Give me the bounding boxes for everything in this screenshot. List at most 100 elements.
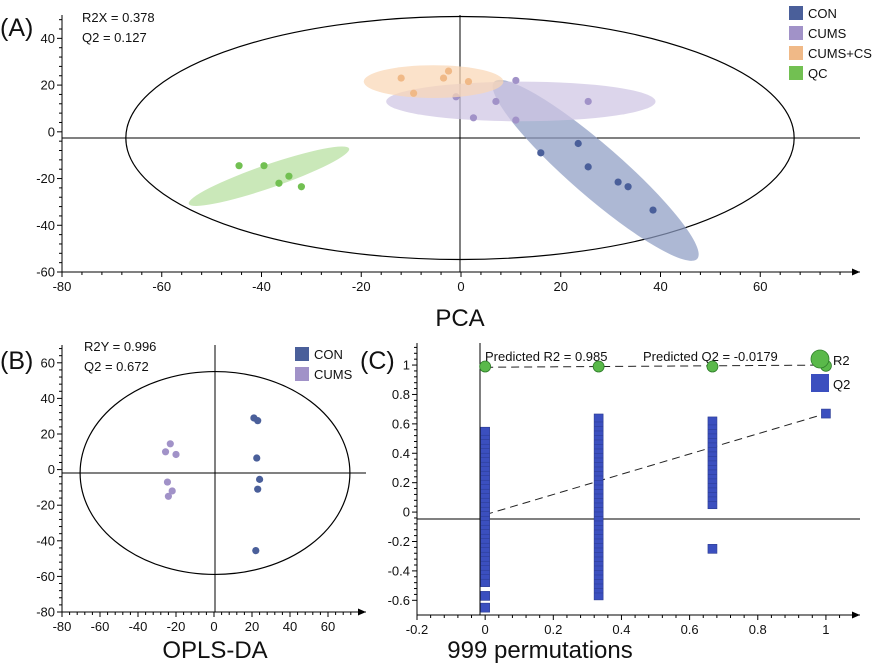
- panel-b-x-axis-arrow: [358, 608, 366, 616]
- panel-c-series-q2-point: [821, 408, 831, 419]
- panel-a-series-cums-cs-point: [444, 67, 453, 75]
- panel-c-series-q2-permutation-stack: [593, 413, 604, 601]
- panel-b-y-tick-label: -60: [36, 569, 55, 584]
- panel-b-series-con-point: [252, 546, 260, 555]
- panel-b-series-con-legend-label: CON: [314, 347, 343, 362]
- panel-b-x-tick-label: -20: [167, 619, 186, 634]
- panel-b-series-cums-point: [168, 487, 176, 495]
- panel-b-series-cums-point: [166, 440, 174, 448]
- panel-c-series-q2-regression-line: [485, 413, 827, 516]
- panel-a-y-tick-label: 40: [41, 31, 55, 46]
- panel-b-series-con-legend-swatch: [295, 347, 309, 361]
- panel-a-series-con-point: [624, 183, 632, 191]
- panel-a-x-tick-label: -60: [152, 279, 171, 294]
- panel-a-hotelling-ellipse: [125, 15, 795, 261]
- panel-b-hotelling-ellipse: [79, 370, 351, 576]
- panel-c-series-q2-point: [480, 591, 490, 601]
- panel-a-series-con-point: [649, 206, 657, 214]
- panel-c-y-tick-label: -0.6: [388, 593, 410, 608]
- panel-c-x-axis-arrow: [852, 611, 860, 619]
- panel-a-series-cums-point: [469, 114, 478, 122]
- panel-b-oplsda: -80 -60 -40 -20 0 20 40 60 -80 -60 -40 -20 0 20 40 60 (B…: [0, 339, 366, 664]
- panel-a-series-con-legend-swatch: [789, 6, 803, 20]
- panel-b-x-tick-label: -80: [53, 619, 72, 634]
- panel-c-stat: Predicted Q2 = -0.0179: [643, 349, 778, 364]
- panel-a-series-cums-cs-legend-label: CUMS+CS: [808, 46, 872, 61]
- panel-c-y-tick-label: 0: [403, 505, 410, 520]
- panel-a-x-tick-label: 40: [653, 279, 667, 294]
- panel-a-series-cums-cs-point: [439, 74, 448, 82]
- panel-b-x-axis-title: OPLS-DA: [162, 637, 267, 664]
- panel-b-stat: R2Y = 0.996: [84, 339, 156, 354]
- panel-a-x-tick-label: -40: [252, 279, 271, 294]
- panel-b-x-tick-label: 40: [283, 619, 297, 634]
- panel-c-series-q2-permutation-stack: [707, 416, 718, 510]
- panel-c-y-tick-label: 0.2: [392, 475, 410, 490]
- panel-b-label: (B): [0, 347, 33, 375]
- panel-c-series-q2-permutation-stack: [480, 426, 490, 587]
- panel-a-series-cums-cs-point: [397, 74, 405, 82]
- panel-a-label: (A): [0, 14, 33, 42]
- panel-b-y-tick-label: 60: [41, 355, 55, 370]
- panel-a-series-con-group-ellipse: [492, 79, 699, 261]
- panel-b-series-con-point: [254, 485, 262, 493]
- panel-b-series-cums-point: [161, 448, 170, 456]
- panel-b-y-tick-label: -80: [36, 605, 55, 620]
- panel-b-y-tick-label: 20: [41, 427, 55, 442]
- panel-c-x-tick-label: 0.4: [612, 622, 630, 637]
- panel-c-series-r2-point: [479, 360, 492, 373]
- panel-b-series-cums-legend-swatch: [295, 367, 309, 381]
- panel-b-series-con-point: [253, 454, 261, 462]
- panel-a-series-cums-cs-legend-swatch: [789, 46, 803, 60]
- panel-c-series-r2-regression-line: [485, 364, 826, 368]
- panel-b-series-con-point: [256, 475, 264, 483]
- panel-b-y-tick-label: -40: [36, 533, 55, 548]
- panel-a-series-cums-cs-point: [410, 89, 418, 97]
- panel-b-series-cums-legend-label: CUMS: [314, 367, 353, 382]
- panel-a-y-tick-label: -20: [36, 171, 55, 186]
- panel-c-x-axis-title: 999 permutations: [447, 637, 632, 664]
- panel-c-y-tick-label: 1: [403, 358, 410, 373]
- panel-c-x-tick-label: -0.2: [406, 622, 428, 637]
- panel-a-series-con-point: [537, 149, 545, 157]
- panel-a-series-cums-point: [512, 76, 520, 85]
- panel-a-series-cums-legend-label: CUMS: [808, 26, 847, 41]
- panel-b-x-tick-label: -40: [129, 619, 148, 634]
- panel-a-x-axis-arrow: [852, 268, 860, 276]
- panel-c-series-r2-point: [592, 360, 605, 373]
- panel-a-series-con-point: [574, 139, 582, 148]
- panel-a-series-cums-cs-group-ellipse: [363, 65, 504, 98]
- panel-c-series-r2-legend-label: R2: [833, 353, 850, 368]
- panel-c-x-tick-label: 0.2: [544, 622, 562, 637]
- panel-c-series-r2-point: [706, 360, 719, 373]
- panel-c-y-tick-label: 0.4: [392, 446, 410, 461]
- panel-a-x-tick-label: -20: [352, 279, 371, 294]
- panel-c-permutations: -0.2 0 0.2 0.4 0.6 0.8 1 -0.6 -0.4 -0.2 0 0.2 0.4 0.6…: [360, 343, 860, 664]
- panel-a-series-cums-point: [512, 116, 520, 124]
- panel-a-series-cums-point: [584, 97, 592, 106]
- panel-b-series-cums-point: [172, 450, 180, 459]
- panel-a-series-con-point: [584, 163, 592, 171]
- panel-c-series-q2-legend-swatch: [811, 374, 829, 392]
- panel-b-x-tick-label: 0: [210, 619, 217, 634]
- panel-a-x-tick-label: 60: [753, 279, 767, 294]
- panel-a-series-qc-group-ellipse: [188, 146, 350, 206]
- panel-a-series-qc-point: [285, 172, 293, 180]
- panel-c-y-tick-label: -0.4: [388, 563, 410, 578]
- panel-c-series-r2-legend-swatch: [810, 349, 830, 369]
- panel-a-x-tick-label: 0: [457, 279, 464, 294]
- panel-a-series-cums-legend-swatch: [789, 26, 803, 40]
- panel-a-series-con-point: [614, 178, 622, 186]
- panel-c-label: (C): [360, 347, 395, 375]
- panel-c-x-tick-label: 0.8: [749, 622, 767, 637]
- panel-c-series-q2-point: [480, 602, 490, 613]
- panel-b-x-tick-label: 60: [321, 619, 335, 634]
- panel-c-y-tick-label: 0.8: [392, 387, 410, 402]
- panel-c-x-tick-label: 0: [482, 622, 489, 637]
- panel-b-y-tick-label: 40: [41, 391, 55, 406]
- panel-c-stat: Predicted R2 = 0.985: [485, 349, 608, 364]
- panel-c-series-q2-legend-label: Q2: [833, 377, 850, 392]
- panel-a-series-qc-point: [260, 162, 268, 170]
